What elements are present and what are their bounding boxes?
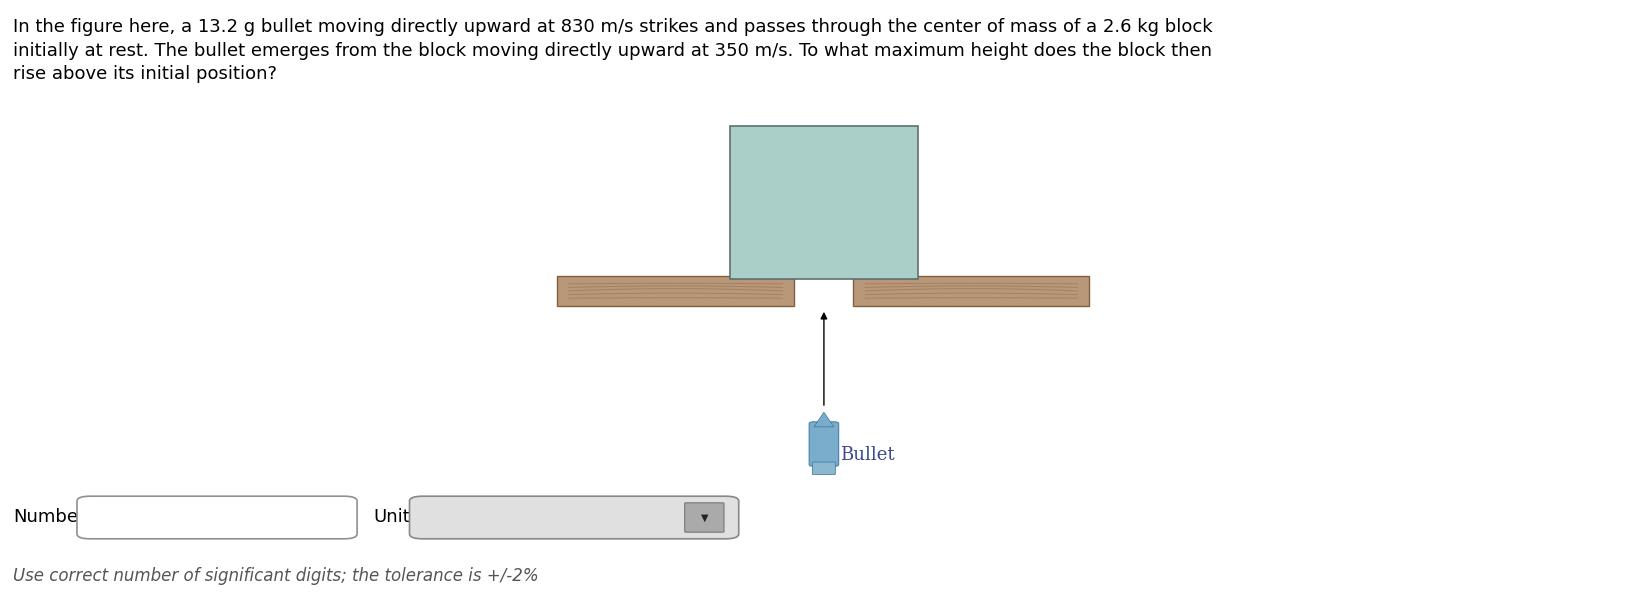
Text: Number: Number bbox=[13, 509, 85, 527]
FancyBboxPatch shape bbox=[685, 503, 724, 532]
FancyBboxPatch shape bbox=[77, 496, 357, 539]
Text: In the figure here, a 13.2 g bullet moving directly upward at 830 m/s strikes an: In the figure here, a 13.2 g bullet movi… bbox=[13, 18, 1212, 83]
Bar bbox=[731, 126, 917, 279]
Text: Bullet: Bullet bbox=[840, 446, 894, 464]
FancyBboxPatch shape bbox=[812, 462, 835, 475]
FancyBboxPatch shape bbox=[410, 496, 739, 539]
Bar bbox=[853, 276, 1089, 306]
Polygon shape bbox=[814, 412, 834, 427]
Text: Unit: Unit bbox=[373, 509, 410, 527]
Text: Use correct number of significant digits; the tolerance is +/-2%: Use correct number of significant digits… bbox=[13, 567, 539, 585]
Text: ▼: ▼ bbox=[701, 512, 708, 523]
Bar bbox=[557, 276, 794, 306]
FancyBboxPatch shape bbox=[809, 422, 839, 466]
